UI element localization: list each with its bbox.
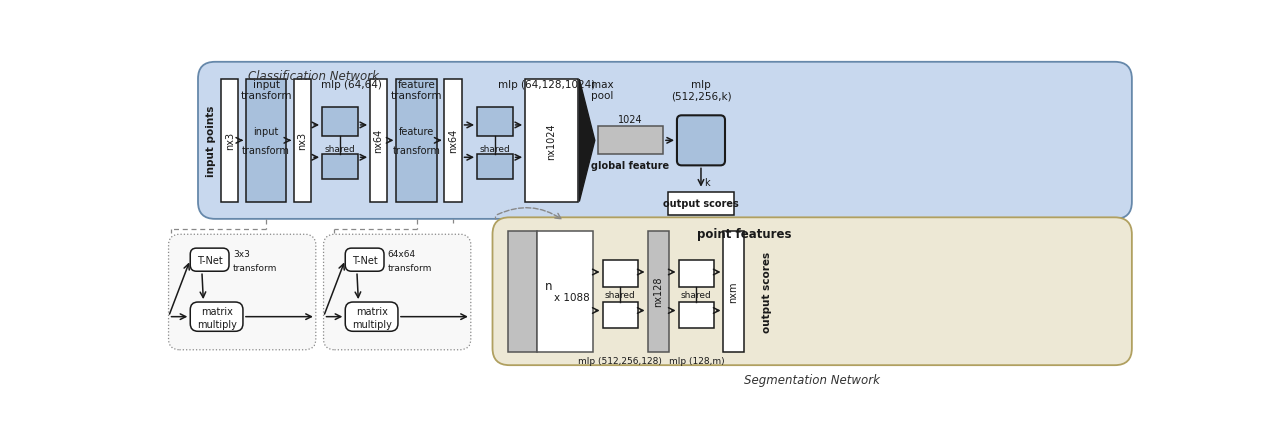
Text: mlp (64,128,1024): mlp (64,128,1024) — [498, 80, 595, 89]
Text: nx3: nx3 — [224, 132, 234, 150]
Bar — [396, 80, 437, 202]
Text: x 1088: x 1088 — [554, 293, 590, 303]
Text: point features: point features — [697, 227, 791, 240]
Bar — [322, 155, 358, 179]
Text: nx3: nx3 — [298, 132, 307, 150]
Text: feature: feature — [399, 127, 434, 137]
Bar — [668, 193, 734, 216]
Bar — [294, 80, 311, 202]
Text: shared: shared — [680, 290, 712, 299]
Text: multiply: multiply — [196, 319, 237, 329]
Text: Segmentation Network: Segmentation Network — [744, 373, 880, 386]
Bar — [476, 155, 512, 179]
FancyBboxPatch shape — [493, 218, 1131, 366]
Polygon shape — [580, 80, 595, 202]
FancyBboxPatch shape — [345, 248, 383, 272]
Text: input points: input points — [206, 105, 217, 177]
Text: mlp (512,256,128): mlp (512,256,128) — [578, 357, 662, 366]
Text: output scores: output scores — [762, 251, 772, 332]
Text: feature
transform: feature transform — [391, 80, 442, 101]
Text: nx128: nx128 — [654, 276, 664, 307]
Text: mlp (128,m): mlp (128,m) — [669, 357, 724, 366]
Bar — [525, 80, 577, 202]
Text: shared: shared — [479, 144, 510, 153]
Text: multiply: multiply — [352, 319, 391, 329]
Bar — [679, 261, 715, 287]
Bar — [476, 108, 512, 137]
Text: k: k — [705, 178, 710, 187]
FancyBboxPatch shape — [345, 302, 397, 331]
Bar — [603, 302, 638, 328]
FancyBboxPatch shape — [197, 63, 1131, 219]
Text: nx64: nx64 — [448, 129, 457, 153]
Text: transform: transform — [242, 145, 290, 155]
Text: transform: transform — [387, 263, 432, 272]
Text: shared: shared — [605, 290, 636, 299]
Text: T-Net: T-Net — [196, 255, 223, 265]
Text: matrix: matrix — [201, 307, 233, 317]
Text: 64x64: 64x64 — [387, 250, 417, 259]
Text: global feature: global feature — [591, 161, 670, 170]
Text: mlp
(512,256,k): mlp (512,256,k) — [670, 80, 731, 101]
Text: mlp (64,64): mlp (64,64) — [321, 80, 382, 89]
Bar — [724, 231, 744, 352]
Text: n: n — [545, 279, 553, 292]
Bar — [445, 80, 461, 202]
Text: 3x3: 3x3 — [233, 250, 250, 259]
FancyBboxPatch shape — [190, 302, 243, 331]
Text: input: input — [254, 127, 279, 137]
Text: Classification Network: Classification Network — [248, 70, 380, 83]
Text: output scores: output scores — [662, 199, 739, 209]
Bar — [647, 231, 669, 352]
Bar — [322, 108, 358, 137]
Text: max
pool: max pool — [591, 80, 614, 101]
Text: input
transform: input transform — [241, 80, 292, 101]
Bar — [679, 302, 715, 328]
Text: nx64: nx64 — [373, 129, 383, 153]
FancyBboxPatch shape — [190, 248, 229, 272]
Text: transform: transform — [392, 145, 441, 155]
Bar — [598, 127, 662, 155]
FancyBboxPatch shape — [324, 235, 471, 350]
Text: shared: shared — [325, 144, 355, 153]
FancyBboxPatch shape — [676, 116, 725, 166]
Text: T-Net: T-Net — [352, 255, 377, 265]
FancyBboxPatch shape — [168, 235, 316, 350]
Text: transform: transform — [233, 263, 278, 272]
Text: nx1024: nx1024 — [547, 123, 557, 159]
Bar — [246, 80, 287, 202]
Text: matrix: matrix — [355, 307, 387, 317]
Bar — [508, 231, 538, 352]
Bar — [222, 80, 238, 202]
Bar — [369, 80, 387, 202]
Text: 1024: 1024 — [618, 115, 643, 124]
Text: nxm: nxm — [729, 281, 739, 302]
Bar — [603, 261, 638, 287]
Bar — [538, 231, 594, 352]
